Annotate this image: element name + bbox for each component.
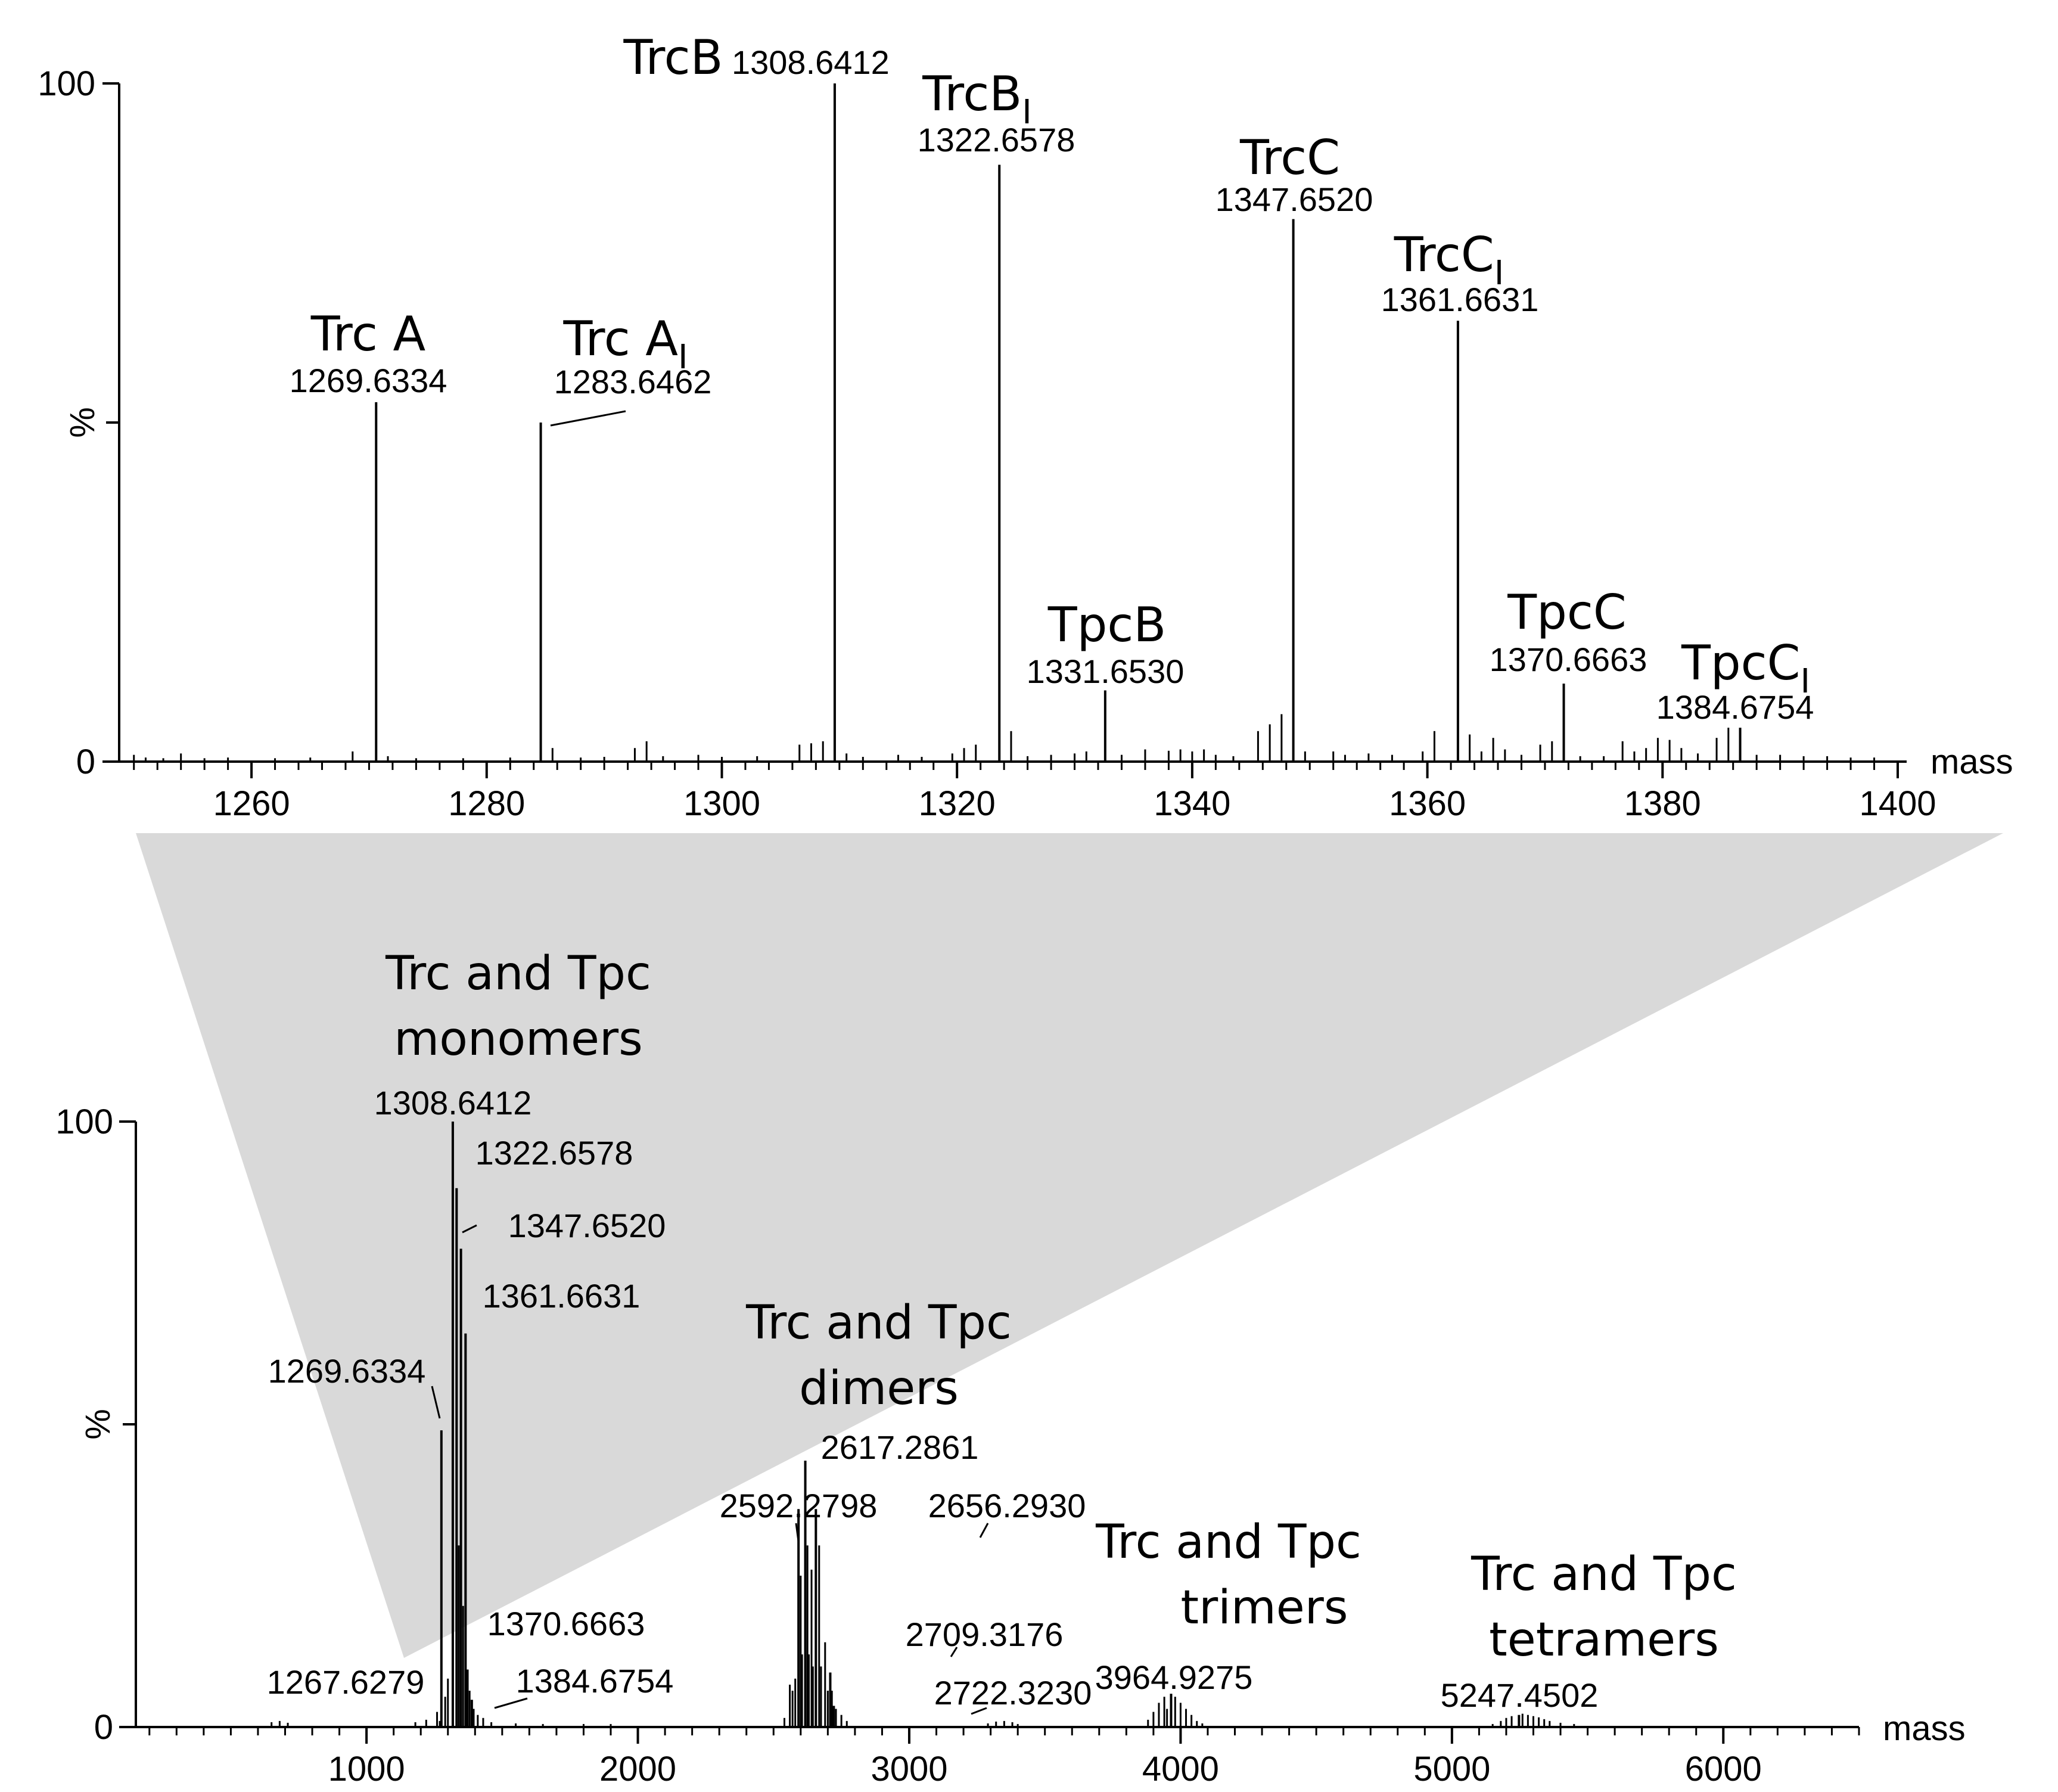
zoom-region-wedge bbox=[136, 833, 2003, 1658]
top-x-tick-label: 1360 bbox=[1389, 784, 1466, 823]
bottom-peak-mass-label: 1347.6520 bbox=[508, 1207, 666, 1244]
top-x-tick-label: 1340 bbox=[1154, 784, 1230, 823]
label-leader-line bbox=[431, 1386, 441, 1419]
bottom-peak-mass-label: 1370.6663 bbox=[487, 1605, 645, 1642]
bottom-peak-mass-label: 1269.6334 bbox=[268, 1352, 426, 1390]
bottom-y-tick-label-0: 0 bbox=[94, 1708, 113, 1747]
group-label-monomers: monomers bbox=[394, 1013, 643, 1066]
group-label-trimers: Trc and Tpc bbox=[1095, 1515, 1361, 1569]
bottom-peak-mass-label: 3964.9275 bbox=[1095, 1659, 1253, 1696]
top-peak-mass-label: 1347.6520 bbox=[1215, 181, 1373, 218]
top-peak-mass-label: 1331.6530 bbox=[1027, 653, 1185, 690]
label-leader-line bbox=[795, 1523, 800, 1542]
top-x-tick-label: 1380 bbox=[1624, 784, 1701, 823]
label-leader-line bbox=[971, 1707, 987, 1715]
top-spectrum-chart: 100 0 % mass 1260 1280 1300 1320 1340 1360 138… bbox=[38, 30, 2013, 823]
top-x-tick-label: 1280 bbox=[448, 784, 525, 823]
bottom-x-tick-label: 4000 bbox=[1142, 1750, 1219, 1788]
bottom-peak-mass-label: 1322.6578 bbox=[475, 1134, 633, 1172]
top-peak-name: TrcB bbox=[623, 30, 723, 85]
top-peak-mass-label: 1361.6631 bbox=[1381, 281, 1539, 318]
bottom-x-tick-label: 2000 bbox=[599, 1750, 676, 1788]
bottom-x-tick-label: 1000 bbox=[328, 1750, 405, 1788]
bottom-peak-mass-label: 1308.6412 bbox=[374, 1084, 532, 1122]
top-peak-name: TpcB bbox=[1047, 597, 1167, 653]
top-peak-name: Trc AI bbox=[563, 311, 688, 377]
bottom-x-tick-label: 5000 bbox=[1413, 1750, 1490, 1788]
label-leader-line bbox=[462, 1224, 477, 1234]
bottom-peak-mass-label: 1267.6279 bbox=[267, 1663, 425, 1701]
bottom-peak-mass-label: 2722.3230 bbox=[934, 1674, 1092, 1712]
top-peak-mass-label: 1283.6462 bbox=[554, 363, 712, 400]
top-x-tick-label: 1320 bbox=[919, 784, 996, 823]
top-x-tick-label: 1400 bbox=[1859, 784, 1936, 823]
bottom-peak-mass-label: 2656.2930 bbox=[928, 1487, 1086, 1524]
bottom-peak-mass-label: 1384.6754 bbox=[516, 1662, 674, 1700]
bottom-y-tick-label-100: 100 bbox=[55, 1102, 113, 1141]
label-leader-line bbox=[550, 410, 626, 427]
top-peak-mass-label: 1269.6334 bbox=[290, 362, 447, 399]
bottom-peak-mass-label: 2709.3176 bbox=[906, 1616, 1064, 1653]
top-peak-name: TpcCI bbox=[1681, 635, 1810, 701]
label-leader-line bbox=[494, 1697, 528, 1709]
group-label-tetramers: Trc and Tpc bbox=[1471, 1548, 1737, 1601]
top-peak-mass-label: 1384.6754 bbox=[1656, 688, 1814, 726]
group-label-tetramers: tetramers bbox=[1489, 1613, 1719, 1667]
bottom-x-tick-label: 6000 bbox=[1685, 1750, 1762, 1788]
top-peak-mass-label: 1370.6663 bbox=[1490, 641, 1647, 678]
bottom-x-tick-label: 3000 bbox=[871, 1750, 947, 1788]
bottom-peak-mass-label: 1361.6631 bbox=[483, 1277, 641, 1315]
bottom-peak-mass-label: 2617.2861 bbox=[821, 1428, 979, 1466]
bottom-spectrum-chart: 100 0 % mass 1000 2000 3000 4000 5000 6000 Tr… bbox=[55, 410, 1966, 1788]
group-label-monomers: Trc and Tpc bbox=[385, 947, 651, 1001]
bottom-peak-mass-label: 2592.2798 bbox=[720, 1487, 878, 1524]
top-x-tick-label: 1300 bbox=[683, 784, 760, 823]
bottom-peak-mass-label: 5247.4502 bbox=[1441, 1676, 1599, 1714]
top-y-tick-label-0: 0 bbox=[76, 743, 95, 781]
top-y-tick-label-100: 100 bbox=[38, 64, 95, 103]
top-x-tick-label: 1260 bbox=[213, 784, 290, 823]
top-y-axis-label: % bbox=[63, 407, 102, 438]
bottom-y-axis-label: % bbox=[79, 1409, 117, 1440]
top-peak-name: TrcC bbox=[1239, 130, 1340, 185]
label-leader-line bbox=[950, 1647, 958, 1657]
top-peak-name: TpcC bbox=[1507, 585, 1627, 640]
group-label-trimers: trimers bbox=[1181, 1581, 1348, 1635]
group-label-dimers: Trc and Tpc bbox=[745, 1296, 1012, 1350]
top-peak-name: TrcCI bbox=[1394, 227, 1504, 293]
bottom-x-axis-label: mass bbox=[1883, 1709, 1966, 1748]
top-x-axis-label: mass bbox=[1930, 743, 2013, 781]
group-label-dimers: dimers bbox=[799, 1362, 959, 1415]
label-leader-line bbox=[979, 1523, 989, 1538]
top-peak-name: Trc A bbox=[310, 306, 426, 362]
top-peak-name: TrcBI bbox=[922, 66, 1032, 132]
top-peak-mass-label: 1308.6412 bbox=[732, 44, 890, 81]
top-peak-mass-label: 1322.6578 bbox=[918, 121, 1075, 159]
